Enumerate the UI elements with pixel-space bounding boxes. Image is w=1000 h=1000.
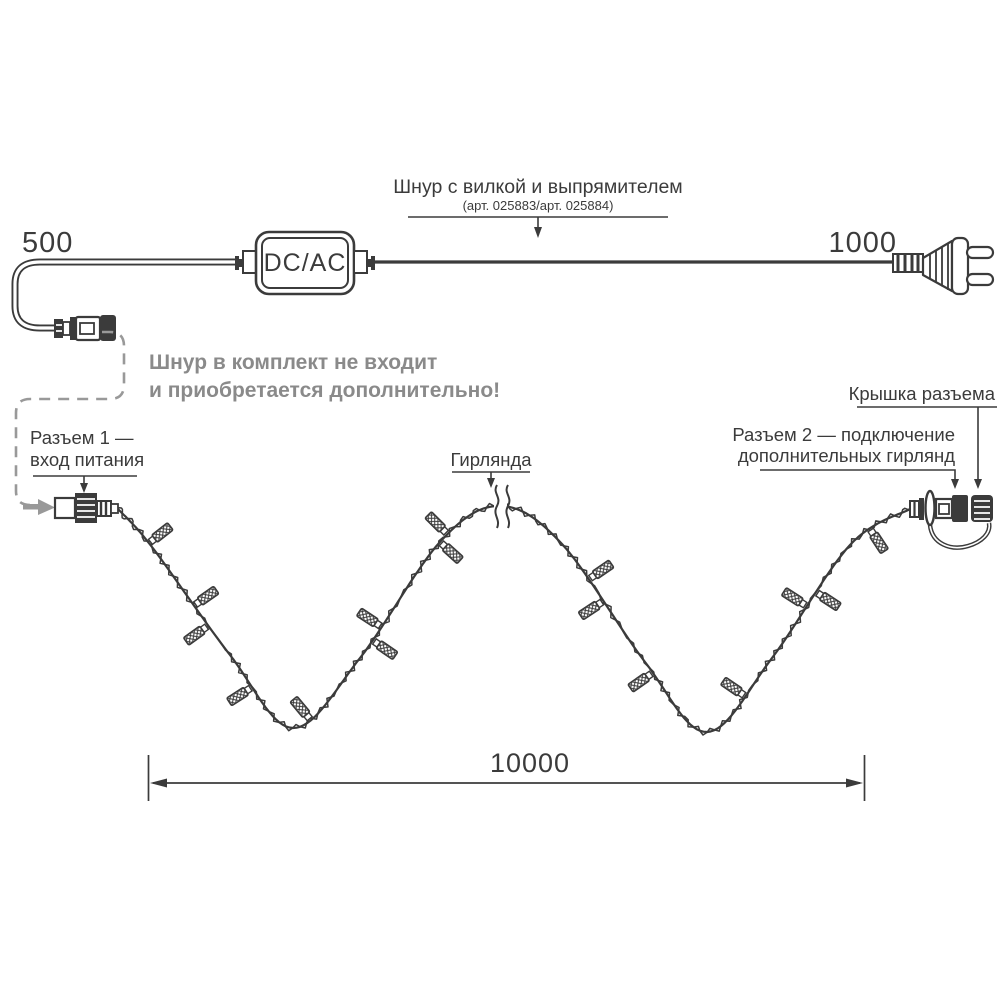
lamp bbox=[781, 587, 808, 609]
cord-leader-line bbox=[408, 216, 668, 228]
note-line1: Шнур в комплект не входит bbox=[149, 351, 437, 374]
cap-arrow-icon bbox=[974, 479, 982, 489]
note-line2: и приобретается дополнительно! bbox=[149, 379, 500, 402]
cord-callout: Шнур с вилкой и выпрямителем (арт. 02588… bbox=[393, 176, 683, 238]
lamp bbox=[578, 598, 605, 621]
dimension-1000: 1000 bbox=[828, 227, 897, 259]
lamp bbox=[587, 559, 615, 582]
plug-prong-top bbox=[965, 245, 995, 260]
converter-label: DC/AC bbox=[264, 249, 347, 277]
accessory-note: Шнур в комплект не входит и приобретаетс… bbox=[149, 351, 500, 402]
cord-subtitle: (арт. 025883/арт. 025884) bbox=[463, 198, 614, 213]
connector2-line1: Разъем 2 — подключение bbox=[732, 424, 955, 445]
connector2-arrow-icon bbox=[951, 479, 959, 489]
lamp bbox=[867, 527, 889, 554]
garland-lamps bbox=[147, 511, 889, 722]
lamp bbox=[371, 637, 399, 660]
lamp bbox=[356, 607, 383, 630]
lamp bbox=[289, 696, 314, 722]
connector1-line1: Разъем 1 — bbox=[30, 427, 134, 448]
connector1-line2: вход питания bbox=[30, 449, 144, 470]
cap-callout: Крышка разъема bbox=[849, 383, 997, 489]
lamp bbox=[183, 623, 210, 646]
dim-arrow-right-icon bbox=[846, 778, 863, 788]
lamp bbox=[438, 539, 464, 564]
lamp bbox=[226, 684, 254, 707]
euro-plug bbox=[892, 236, 995, 296]
connector-2-assembly bbox=[909, 489, 993, 550]
dashed-arrow-icon bbox=[38, 499, 55, 515]
dimension-10000: 10000 bbox=[147, 748, 866, 801]
connector2-callout: Разъем 2 — подключение дополнительных ги… bbox=[732, 424, 959, 489]
lamp bbox=[147, 522, 174, 546]
connector1-callout: Разъем 1 — вход питания bbox=[30, 427, 144, 493]
dc-ac-converter: DC/AC bbox=[235, 230, 375, 296]
cord-title: Шнур с вилкой и выпрямителем bbox=[393, 176, 682, 198]
garland-callout: Гирлянда bbox=[450, 449, 532, 488]
dimension-500: 500 bbox=[22, 227, 73, 259]
cord-end-cap bbox=[100, 315, 116, 341]
garland-label: Гирлянда bbox=[450, 449, 532, 470]
lamp bbox=[814, 589, 842, 611]
lamp bbox=[192, 585, 220, 609]
dimension-total-value: 10000 bbox=[490, 748, 570, 778]
cap-label: Крышка разъема bbox=[849, 383, 996, 404]
wire-break-mark bbox=[494, 484, 511, 530]
garland-arrow-icon bbox=[487, 478, 495, 488]
cap-strap bbox=[927, 522, 992, 550]
power-cord-left bbox=[11, 258, 236, 332]
lamp bbox=[424, 511, 450, 536]
lamp bbox=[720, 676, 747, 699]
dashed-connection-path bbox=[14, 330, 126, 515]
connector-2 bbox=[952, 495, 968, 522]
cord-leader-arrow-icon bbox=[534, 227, 542, 238]
connector2-line2: дополнительных гирлянд bbox=[738, 445, 955, 466]
cord-end-connector bbox=[54, 315, 116, 342]
connector-cap bbox=[971, 495, 993, 522]
lamp bbox=[627, 670, 654, 693]
connector-1 bbox=[53, 493, 119, 523]
dim-arrow-left-icon bbox=[150, 778, 167, 788]
connector1-arrow-icon bbox=[80, 483, 88, 493]
plug-prong-bottom bbox=[965, 272, 995, 287]
